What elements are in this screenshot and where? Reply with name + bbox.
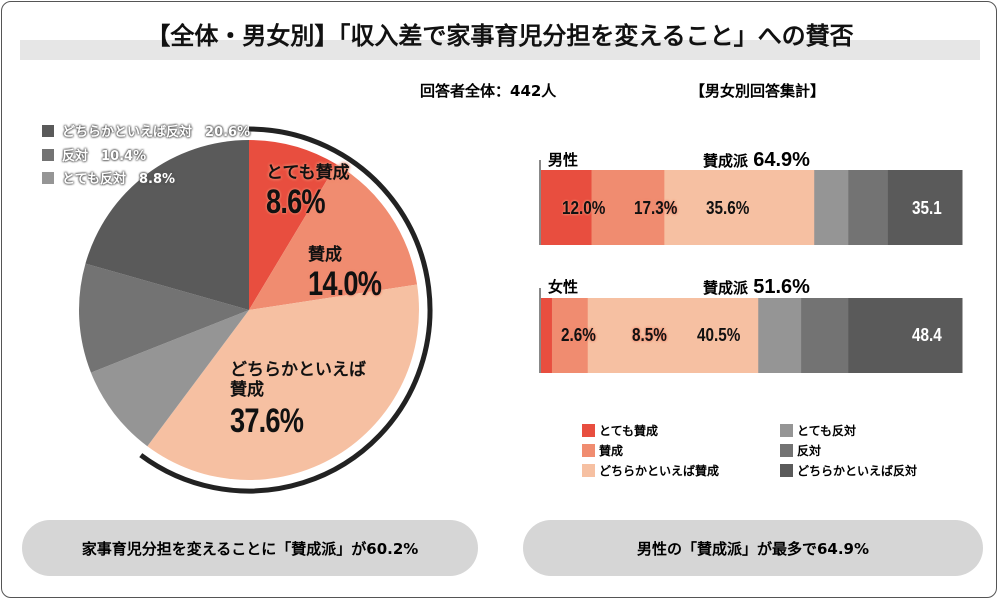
pie-legend-disagree: 反対 10.4% bbox=[42, 145, 146, 164]
respondent-count: 回答者全体：442人 bbox=[420, 82, 557, 100]
slice-value: 37.6% bbox=[230, 402, 304, 440]
legend-label: 反対 bbox=[62, 149, 89, 164]
legend-swatch bbox=[780, 424, 793, 437]
bar-segment bbox=[848, 170, 889, 245]
legend-value: 10.4% bbox=[101, 149, 147, 164]
slice-label: とても賛成 bbox=[266, 163, 350, 183]
slice-label: 賛成 bbox=[308, 245, 342, 265]
bar-segment bbox=[758, 298, 802, 373]
bar-axis-tick bbox=[539, 160, 541, 245]
bar-legend-item: とても反対 bbox=[780, 422, 856, 439]
pie-slice bbox=[85, 139, 250, 310]
legend-swatch bbox=[42, 125, 54, 137]
legend-label: どちらかといえば反対 bbox=[62, 125, 193, 140]
bar-axis-tick bbox=[539, 288, 541, 373]
pie-slice bbox=[90, 310, 250, 447]
bar-label: 35.6% bbox=[706, 198, 750, 218]
bar-segment bbox=[587, 298, 759, 373]
legend-label: とても反対 bbox=[797, 424, 857, 438]
legend-value: 8.8% bbox=[138, 172, 176, 187]
bar-legend-item: 賛成 bbox=[582, 442, 623, 459]
bar-segment bbox=[591, 170, 665, 245]
legend-label: とても賛成 bbox=[599, 424, 659, 438]
slice-value: 14.0% bbox=[308, 265, 382, 303]
agree-total-female: 賛成派 51.6% bbox=[703, 276, 810, 299]
pie-label-very-agree: とても賛成 8.6% bbox=[266, 158, 350, 222]
bar-label: 17.3% bbox=[634, 198, 678, 218]
pie-label-agree: 賛成 14.0% bbox=[308, 240, 399, 304]
bar-label: 8.5% bbox=[632, 325, 667, 345]
bar-segment bbox=[814, 170, 849, 245]
summary-left: 家事育児分担を変えることに「賛成派」が60.2% bbox=[22, 520, 478, 576]
legend-swatch bbox=[582, 444, 595, 457]
bar-segment bbox=[541, 170, 593, 245]
bar-segment bbox=[848, 298, 963, 373]
legend-value: 20.6% bbox=[205, 125, 251, 140]
bar-label: 2.6% bbox=[561, 325, 596, 345]
page-title: 【全体・男女別】「収入差で家事育児分担を変えること」への賛否 bbox=[146, 22, 854, 50]
legend-swatch bbox=[582, 424, 595, 437]
legend-swatch bbox=[42, 149, 54, 161]
bar-legend-item: 反対 bbox=[780, 442, 821, 459]
bar-label: 40.5% bbox=[697, 325, 741, 345]
bar-segment bbox=[664, 170, 815, 245]
bar-segment bbox=[551, 298, 589, 373]
legend-label: どちらかといえば賛成 bbox=[599, 464, 720, 478]
bar-legend-item: とても賛成 bbox=[582, 422, 658, 439]
bar-label: 12.0% bbox=[562, 198, 606, 218]
bar-legend-item: どちらかといえば反対 bbox=[780, 462, 917, 479]
row-label-female: 女性 bbox=[548, 278, 579, 296]
agree-total-male: 賛成派 64.9% bbox=[703, 149, 810, 172]
pie-slice bbox=[249, 140, 337, 310]
slice-value: 8.6% bbox=[266, 183, 326, 221]
legend-label: 反対 bbox=[797, 444, 822, 458]
gender-subtitle: 【男女別回答集計】 bbox=[690, 82, 826, 100]
bar-label-disagree: 35.1 bbox=[912, 198, 942, 218]
bar-segment bbox=[541, 298, 553, 373]
pie-slice bbox=[79, 263, 249, 373]
legend-label: どちらかといえば反対 bbox=[797, 464, 918, 478]
pie-legend-somewhat-disagree: どちらかといえば反対 20.6% bbox=[42, 121, 250, 140]
bar-legend-item: どちらかといえば賛成 bbox=[582, 462, 719, 479]
pie-slice bbox=[249, 164, 418, 310]
legend-swatch bbox=[780, 464, 793, 477]
summary-right: 男性の「賛成派」が最多で64.9% bbox=[523, 520, 983, 576]
slice-label: どちらかといえば bbox=[230, 360, 366, 380]
agree-highlight-arc bbox=[139, 126, 433, 494]
bar-label-disagree: 48.4 bbox=[912, 325, 942, 345]
agree-label: 賛成派 bbox=[703, 152, 749, 170]
legend-swatch bbox=[42, 172, 54, 184]
legend-label: 賛成 bbox=[599, 444, 624, 458]
agree-label: 賛成派 bbox=[703, 279, 749, 297]
agree-value: 64.9% bbox=[753, 149, 810, 171]
row-label-male: 男性 bbox=[548, 151, 579, 169]
bar-segment bbox=[887, 170, 963, 245]
slice-label: 賛成 bbox=[230, 380, 264, 400]
pie-legend-very-disagree: とても反対 8.8% bbox=[42, 168, 175, 187]
pie-label-somewhat-agree: どちらかといえば 賛成 37.6% bbox=[230, 360, 366, 442]
legend-swatch bbox=[780, 444, 793, 457]
bar-segment bbox=[801, 298, 849, 373]
legend-label: とても反対 bbox=[62, 172, 126, 187]
legend-swatch bbox=[582, 464, 595, 477]
agree-value: 51.6% bbox=[753, 276, 810, 298]
pie-slice bbox=[147, 284, 420, 481]
